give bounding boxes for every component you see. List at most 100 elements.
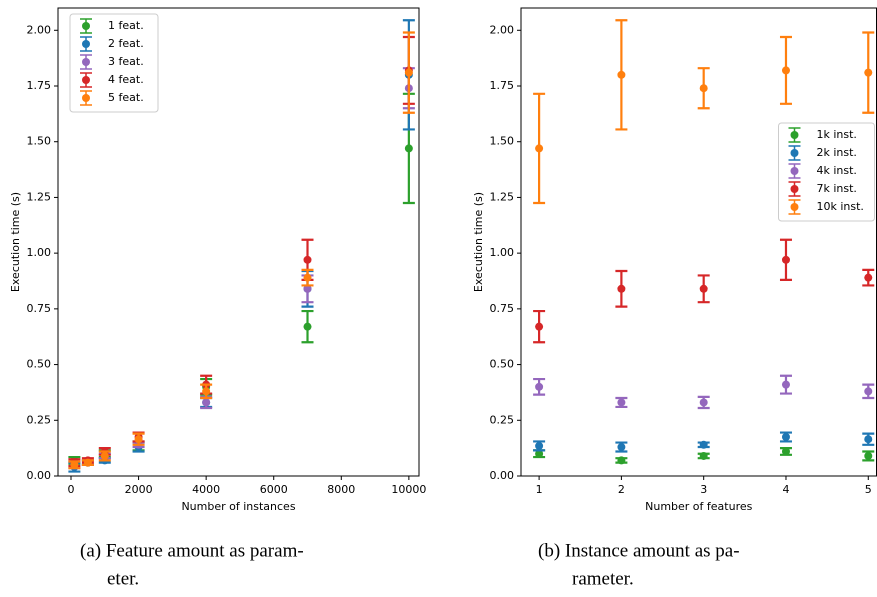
data-point — [303, 284, 312, 293]
legend-label: 4k inst. — [817, 164, 857, 177]
data-point — [134, 435, 143, 444]
data-point — [781, 447, 790, 456]
x-tick-label: 10000 — [391, 483, 426, 496]
data-point — [864, 387, 873, 396]
data-point — [303, 255, 312, 264]
data-point — [781, 433, 790, 441]
y-tick-label: 2.00 — [27, 23, 52, 36]
y-tick-label: 0.00 — [27, 469, 52, 482]
legend-label: 3 feat. — [108, 55, 144, 68]
legend-marker — [82, 94, 90, 102]
data-point — [100, 451, 109, 460]
data-point — [404, 68, 413, 77]
data-point — [70, 460, 79, 469]
x-tick-label: 0 — [68, 483, 75, 496]
legend-marker — [82, 58, 90, 66]
legend-marker — [82, 76, 90, 84]
axes-frame — [520, 7, 877, 477]
y-tick-label: 1.25 — [27, 190, 52, 203]
caption: eter. — [107, 568, 139, 589]
legend-marker — [82, 22, 90, 30]
data-point — [535, 382, 544, 391]
data-point — [535, 449, 544, 458]
data-point — [781, 66, 790, 75]
data-point — [535, 144, 544, 153]
y-tick-label: 1.50 — [27, 135, 52, 148]
legend-marker — [82, 40, 90, 48]
legend-label: 1k inst. — [817, 128, 857, 141]
data-point — [617, 284, 626, 293]
data-point — [202, 398, 211, 407]
data-point — [864, 435, 873, 444]
caption: (b) Instance amount as pa- — [538, 540, 740, 561]
y-tick-label: 1.75 — [490, 79, 515, 92]
y-tick-label: 2.00 — [490, 23, 515, 36]
legend-marker — [790, 185, 799, 193]
y-tick-label: 1.00 — [27, 246, 52, 259]
legend-label: 2 feat. — [108, 37, 144, 50]
legend-box — [778, 122, 875, 222]
caption: (a) Feature amount as param- — [80, 540, 304, 561]
x-tick-label: 2 — [618, 483, 625, 496]
data-point — [617, 443, 626, 452]
x-tick-label: 4000 — [192, 483, 220, 496]
y-tick-label: 0.50 — [490, 358, 515, 371]
x-tick-label: 8000 — [327, 483, 355, 496]
axes-frame — [57, 7, 420, 477]
y-tick-label: 0.75 — [27, 302, 52, 315]
x-axis-label: Number of features — [645, 500, 752, 513]
legend-label: 5 feat. — [108, 91, 144, 104]
y-tick-label: 0.50 — [27, 358, 52, 371]
y-tick-label: 1.75 — [27, 79, 52, 92]
y-axis-label: Execution time (s) — [472, 192, 485, 292]
legend-label: 1 feat. — [108, 19, 144, 32]
x-tick-label: 3 — [700, 483, 707, 496]
y-tick-label: 0.75 — [490, 302, 515, 315]
legend-marker — [790, 203, 799, 211]
data-point — [864, 68, 873, 77]
data-point — [83, 458, 92, 467]
y-axis-label: Execution time (s) — [9, 192, 22, 292]
data-point — [699, 284, 708, 293]
data-point — [699, 84, 708, 93]
x-tick-label: 2000 — [125, 483, 153, 496]
data-point — [699, 440, 708, 449]
data-point — [404, 144, 413, 153]
data-point — [535, 322, 544, 331]
data-point — [781, 255, 790, 264]
legend-marker — [790, 149, 799, 157]
x-tick-label: 6000 — [260, 483, 288, 496]
y-tick-label: 0.00 — [490, 469, 515, 482]
data-point — [864, 273, 873, 282]
data-point — [864, 451, 873, 460]
legend-marker — [790, 167, 799, 175]
data-point — [617, 70, 626, 79]
data-point — [699, 451, 708, 460]
caption: rameter. — [572, 568, 634, 589]
data-point — [617, 398, 626, 407]
data-point — [202, 387, 211, 396]
y-tick-label: 1.00 — [490, 246, 515, 259]
legend-label: 10k inst. — [817, 200, 864, 213]
legend-label: 2k inst. — [817, 146, 857, 159]
x-tick-label: 5 — [865, 483, 872, 496]
chart: 0.00 0.25 0.50 0.75 1.00 1.25 1.50 1.75 2.00 0 200… — [9, 7, 426, 589]
data-point — [535, 441, 544, 450]
data-point — [303, 322, 312, 331]
y-tick-label: 0.25 — [27, 413, 52, 426]
legend-label: 4 feat. — [108, 73, 144, 86]
x-tick-label: 4 — [782, 483, 789, 496]
y-tick-label: 1.50 — [490, 135, 515, 148]
data-point — [617, 456, 626, 465]
data-point — [699, 398, 708, 407]
data-point — [781, 380, 790, 389]
data-point — [303, 273, 312, 282]
x-axis-label: Number of instances — [181, 500, 295, 513]
y-tick-label: 1.25 — [490, 190, 515, 203]
legend-label: 7k inst. — [817, 182, 857, 195]
x-tick-label: 1 — [536, 483, 543, 496]
legend-marker — [790, 131, 799, 139]
chart: 0.00 0.25 0.50 0.75 1.00 1.25 1.50 1.75 2.00 1 2 3 4… — [472, 7, 877, 589]
y-tick-label: 0.25 — [490, 413, 515, 426]
